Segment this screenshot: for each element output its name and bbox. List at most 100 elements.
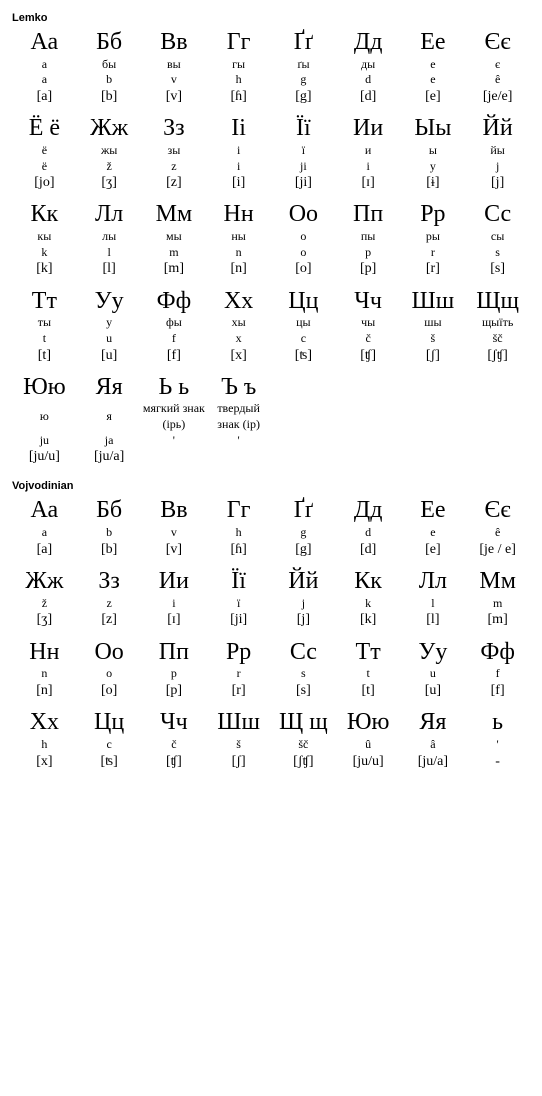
cell-ipa: [v] <box>142 541 207 559</box>
cell-cyr_name: фы <box>142 315 207 331</box>
cell-letter: Йй <box>465 114 530 143</box>
cell-ipa: [ju/u] <box>12 448 77 466</box>
cell-letter: Лл <box>401 567 466 596</box>
cell-letter: Зз <box>77 567 142 596</box>
section-title: Vojvodinian <box>12 480 530 492</box>
cell-letter: Бб <box>77 28 142 57</box>
cell-ipa: [ɦ] <box>206 541 271 559</box>
cell-ipa: [f] <box>465 682 530 700</box>
cell-latin: u <box>77 331 142 347</box>
cell-letter: Іі <box>206 114 271 143</box>
cell-ipa: [ʃʧ] <box>271 753 336 771</box>
section-title: Lemko <box>12 12 530 24</box>
cell-letter: Лл <box>77 200 142 229</box>
cell-letter: Єє <box>465 28 530 57</box>
cell-letter: Щщ <box>465 287 530 316</box>
cell-latin: s <box>271 666 336 682</box>
cell-latin: â <box>401 737 466 753</box>
cell-ipa: [d] <box>336 541 401 559</box>
cell-ipa: [jo] <box>12 174 77 192</box>
cell-latin: d <box>336 525 401 541</box>
cell-latin: b <box>77 72 142 88</box>
cell-ipa: [u] <box>401 682 466 700</box>
cell-letter: ь <box>465 708 530 737</box>
cell-cyr_name: і <box>206 143 271 159</box>
cell-letter <box>336 373 401 402</box>
cell-letter: Єє <box>465 496 530 525</box>
cell-latin: f <box>142 331 207 347</box>
cell-ipa: [e] <box>401 88 466 106</box>
cell-letter: Ии <box>142 567 207 596</box>
cell-ipa: [n] <box>206 260 271 278</box>
cell-ipa: [ʃ] <box>401 347 466 365</box>
cell-latin: č <box>336 331 401 347</box>
cell-ipa: [l] <box>77 260 142 278</box>
cell-latin: e <box>401 72 466 88</box>
cell-letter: Ъ ъ <box>206 373 271 402</box>
cell-cyr_name: ты <box>12 315 77 331</box>
cell-latin: ž <box>12 596 77 612</box>
cell-cyr_name: хы <box>206 315 271 331</box>
cell-letter: Оо <box>77 638 142 667</box>
cell-cyr_name: є <box>465 57 530 73</box>
cell-ipa: [ʒ] <box>12 611 77 629</box>
cell-letter: Її <box>271 114 336 143</box>
cell-ipa: [g] <box>271 541 336 559</box>
cell-letter: Ґґ <box>271 496 336 525</box>
cell-cyr_name: пы <box>336 229 401 245</box>
cell-latin: p <box>142 666 207 682</box>
cell-latin <box>401 433 466 449</box>
cell-latin: m <box>465 596 530 612</box>
cell-cyr_name: щыїть <box>465 315 530 331</box>
cell-cyr_name: мы <box>142 229 207 245</box>
cell-ipa: - <box>465 753 530 771</box>
cell-latin: s <box>465 245 530 261</box>
cell-letter: Мм <box>465 567 530 596</box>
cell-cyr_name: ы <box>401 143 466 159</box>
cell-ipa: [u] <box>77 347 142 365</box>
cell-latin: l <box>77 245 142 261</box>
cell-letter: Жж <box>77 114 142 143</box>
cell-letter: Аа <box>12 496 77 525</box>
cell-letter: Уу <box>401 638 466 667</box>
cell-ipa: [ʦ] <box>77 753 142 771</box>
cell-letter: Кк <box>12 200 77 229</box>
cell-latin: j <box>465 159 530 175</box>
cell-letter: Сс <box>271 638 336 667</box>
cell-cyr_name: у <box>77 315 142 331</box>
cell-ipa: [je / e] <box>465 541 530 559</box>
cell-ipa: [f] <box>142 347 207 365</box>
cell-ipa: [s] <box>271 682 336 700</box>
cell-cyr_name: бы <box>77 57 142 73</box>
cell-letter: Ыы <box>401 114 466 143</box>
cell-ipa: [z] <box>77 611 142 629</box>
cell-letter: Оо <box>271 200 336 229</box>
cell-latin: p <box>336 245 401 261</box>
cell-letter: Яя <box>77 373 142 402</box>
cell-cyr_name <box>336 401 401 432</box>
cell-ipa: [b] <box>77 541 142 559</box>
cell-ipa: [ɪ] <box>142 611 207 629</box>
cell-cyr_name: зы <box>142 143 207 159</box>
cell-latin: z <box>142 159 207 175</box>
cell-latin: n <box>12 666 77 682</box>
cell-latin: i <box>336 159 401 175</box>
cell-latin: y <box>401 159 466 175</box>
cell-letter <box>401 373 466 402</box>
cell-latin: b <box>77 525 142 541</box>
cell-letter: Йй <box>271 567 336 596</box>
cell-ipa: [s] <box>465 260 530 278</box>
cell-cyr_name: о <box>271 229 336 245</box>
cell-letter: Її <box>206 567 271 596</box>
cell-cyr_name: сы <box>465 229 530 245</box>
cell-letter: Щ щ <box>271 708 336 737</box>
cell-letter: Сс <box>465 200 530 229</box>
cell-ipa <box>142 448 207 466</box>
cell-cyr_name: кы <box>12 229 77 245</box>
cell-ipa <box>465 448 530 466</box>
cell-ipa: [ju/a] <box>401 753 466 771</box>
cell-latin <box>336 433 401 449</box>
cell-latin: o <box>77 666 142 682</box>
cell-letter: Чч <box>142 708 207 737</box>
cell-letter: Цц <box>77 708 142 737</box>
